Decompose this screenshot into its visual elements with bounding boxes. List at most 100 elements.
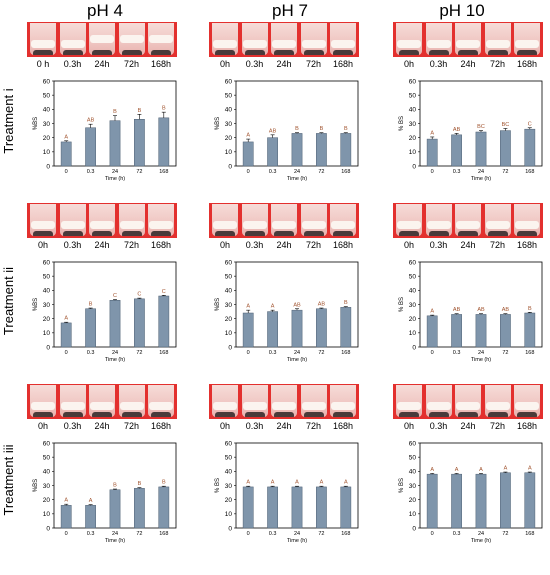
y-tick-label: 60 [225, 78, 233, 85]
bar [242, 312, 254, 348]
vial-photo-strip [393, 22, 543, 57]
bar-chart: 0 10 20 30 40 50 60 %BS A 0 A 0.3 AB 24 AB 72 B 168 Time (… [212, 259, 360, 365]
x-tick-label: 0.3 [453, 350, 461, 356]
y-tick-label: 0 [228, 344, 232, 351]
time-label: 72h [123, 421, 140, 431]
significance-letter: B [113, 109, 117, 115]
y-tick-label: 10 [225, 149, 233, 156]
time-label: 24h [276, 421, 292, 431]
x-tick-label: 24 [478, 169, 484, 175]
y-axis-label: %BS [33, 117, 39, 130]
vial-image [300, 204, 327, 236]
y-axis-label: % BS [399, 478, 405, 493]
column-header-ph10: pH 10 [439, 1, 485, 20]
x-tick-label: 168 [341, 531, 350, 537]
time-label: 72h [305, 59, 322, 69]
significance-letter: A [246, 133, 250, 139]
vial-image [241, 23, 268, 55]
x-tick-label: 168 [525, 350, 534, 356]
time-label: 168h [516, 421, 538, 431]
vial-image [425, 385, 452, 417]
chart-svg: 0 10 20 30 40 50 60 %BS A 0 A 0.3 AB 24 AB 72 B 168 Time (… [215, 259, 359, 363]
bar [134, 488, 145, 529]
significance-letter: A [64, 134, 68, 140]
significance-letter: A [504, 466, 508, 472]
bar-chart: 0 10 20 30 40 50 60 % BS A 0 A 0.3 A 24 A 72 A 168 Time (h… [212, 440, 360, 546]
x-tick-label: 0 [431, 350, 434, 356]
bar [134, 298, 145, 348]
y-tick-label: 40 [225, 107, 233, 114]
y-tick-label: 40 [225, 469, 233, 476]
bar [500, 472, 511, 529]
x-tick-label: 24 [112, 531, 118, 537]
vial-image [514, 23, 540, 55]
vial-image [484, 204, 511, 236]
significance-letter: A [344, 480, 348, 486]
x-tick-label: 72 [502, 350, 508, 356]
significance-letter: B [344, 126, 348, 132]
vial-image [89, 204, 115, 236]
chart-svg: 0 10 20 30 40 50 60 %BS A 0 AB 0.3 B 24 B 72 B 168 Time (h… [33, 78, 177, 182]
vial-image [89, 23, 115, 55]
bar [451, 473, 462, 529]
x-tick-label: 72 [502, 531, 508, 537]
bar [85, 308, 96, 348]
y-tick-label: 0 [412, 163, 416, 170]
significance-letter: AB [502, 307, 510, 313]
y-tick-label: 50 [409, 92, 417, 99]
significance-letter: B [138, 108, 142, 114]
bar [524, 312, 536, 348]
y-tick-label: 30 [225, 121, 233, 128]
significance-letter: A [479, 467, 483, 473]
vial-image [212, 23, 238, 55]
significance-letter: A [64, 316, 68, 322]
significance-letter: A [430, 467, 434, 473]
bar [316, 308, 327, 348]
time-label: 168h [150, 240, 172, 250]
vial-image [330, 204, 356, 236]
y-tick-label: 60 [43, 78, 51, 85]
x-tick-label: 0.3 [269, 350, 277, 356]
vial-image [118, 204, 145, 236]
vial-image [425, 204, 452, 236]
vial-image [30, 23, 56, 55]
significance-letter: A [320, 480, 324, 486]
time-label: 168h [332, 421, 354, 431]
bar [109, 489, 121, 529]
y-tick-label: 0 [412, 344, 416, 351]
y-tick-label: 10 [225, 511, 233, 518]
time-label: 168h [332, 240, 354, 250]
significance-letter: A [64, 498, 68, 504]
x-tick-label: 72 [136, 350, 142, 356]
vial-photo-strip [393, 203, 543, 238]
y-tick-label: 50 [225, 273, 233, 280]
time-label: 0.3h [63, 59, 82, 69]
y-tick-label: 20 [225, 135, 233, 142]
y-axis-label: %BS [33, 479, 39, 492]
y-tick-label: 50 [43, 273, 51, 280]
bar [60, 141, 72, 167]
vial-image [484, 23, 511, 55]
vial-image [271, 385, 297, 417]
bar [60, 505, 72, 529]
y-tick-label: 50 [409, 454, 417, 461]
significance-letter: B [320, 126, 324, 132]
y-axis-label: %BS [215, 117, 221, 130]
y-tick-label: 40 [43, 107, 51, 114]
bar [524, 128, 536, 167]
y-tick-label: 10 [43, 149, 51, 156]
bar [158, 295, 170, 348]
chart-svg: 0 10 20 30 40 50 60 %BS A 0 AB 0.3 B 24 B 72 B 168 Time (h… [215, 78, 359, 182]
significance-letter: B [89, 302, 93, 308]
x-axis-label: Time (h) [287, 357, 307, 363]
time-label: 72h [305, 421, 322, 431]
significance-letter: C [137, 292, 141, 298]
time-label: 24h [94, 59, 110, 69]
y-tick-label: 10 [409, 149, 417, 156]
bar-chart: 0 10 20 30 40 50 60 %BS A 0 AB 0.3 B 24 B 72 B 168 Time (h… [212, 78, 360, 184]
vial-image [212, 385, 238, 417]
significance-letter: AB [293, 302, 301, 308]
vial-photo-strip [27, 384, 177, 419]
vial-image [484, 385, 511, 417]
time-label: 72h [489, 421, 506, 431]
